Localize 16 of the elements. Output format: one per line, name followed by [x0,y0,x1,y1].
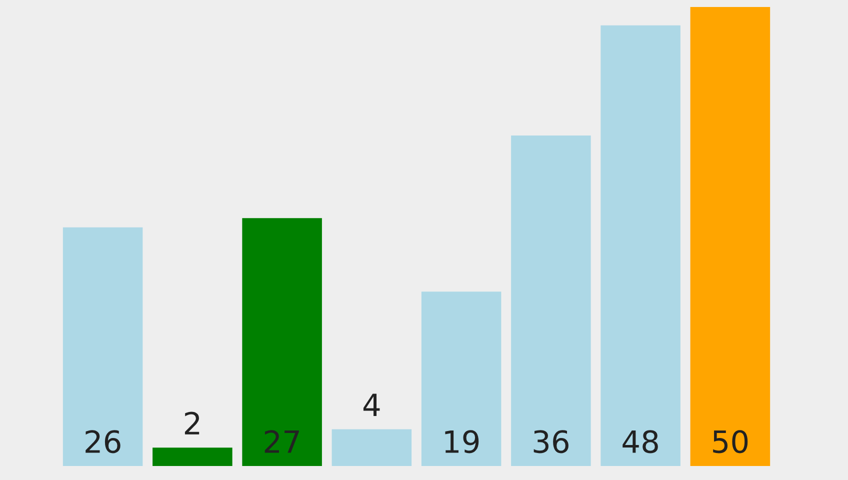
data-label: 36 [534,430,568,454]
bar [690,7,770,466]
data-label: 4 [363,394,380,416]
data-label: 27 [264,430,299,453]
data-label: 50 [713,430,748,454]
data-label: 26 [86,430,120,454]
bar [421,292,502,466]
data-label: 19 [445,430,479,454]
bar [511,136,591,466]
bar [332,429,412,466]
bar [242,218,322,466]
bar [152,448,232,466]
bar [600,25,680,466]
data-label: 48 [622,430,658,454]
data-label: 2 [184,412,200,434]
bar [62,227,143,466]
